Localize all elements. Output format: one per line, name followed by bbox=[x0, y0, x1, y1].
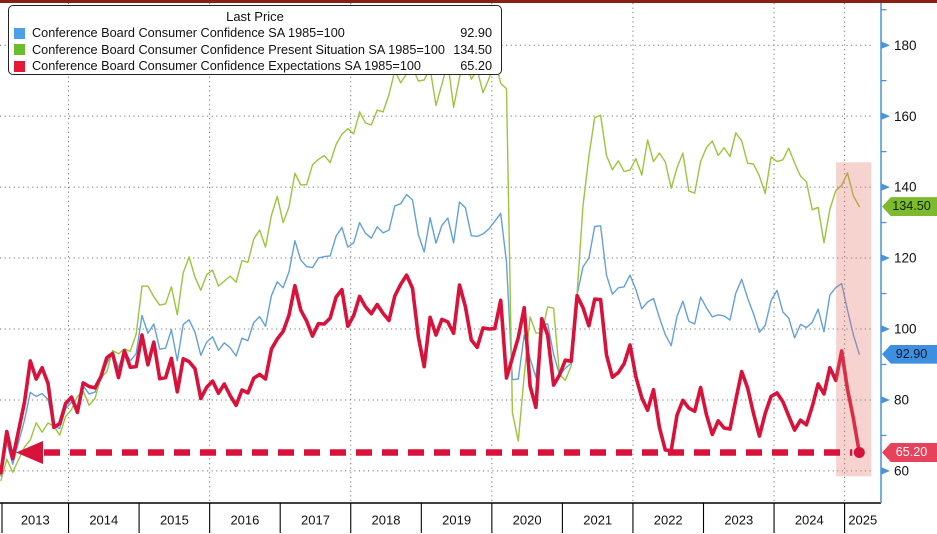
x-axis-year-label: 2024 bbox=[795, 513, 824, 528]
y-tick-arrow-icon bbox=[881, 112, 890, 120]
legend-item-label: Conference Board Consumer Confidence SA … bbox=[32, 26, 345, 41]
last-point-dot bbox=[853, 446, 865, 458]
legend-item-label: Conference Board Consumer Confidence Pre… bbox=[32, 42, 445, 57]
x-axis-year-label: 2019 bbox=[442, 513, 471, 528]
x-axis-year-label: 2016 bbox=[230, 513, 259, 528]
top-border-bar bbox=[0, 0, 937, 3]
green-series-swatch-icon bbox=[14, 44, 25, 56]
legend-item-value: 65.20 bbox=[460, 59, 492, 74]
x-axis-year-label: 2018 bbox=[372, 513, 401, 528]
x-axis-year-label: 2025 bbox=[848, 513, 877, 528]
x-axis-year-label: 2023 bbox=[724, 513, 753, 528]
last-price-badge: 92.90 bbox=[882, 344, 937, 364]
last-price-badge: 65.20 bbox=[882, 442, 937, 462]
legend-item-label: Conference Board Consumer Confidence Exp… bbox=[32, 59, 421, 74]
x-axis-year-label: 2017 bbox=[301, 513, 330, 528]
x-axis-year-label: 2020 bbox=[513, 513, 542, 528]
legend: Last Price Conference Board Consumer Con… bbox=[8, 5, 502, 75]
y-tick-arrow-icon bbox=[881, 467, 890, 475]
y-tick-arrow-icon bbox=[881, 325, 890, 333]
y-tick-arrow-icon bbox=[881, 254, 890, 262]
y-axis-tick-label: 140 bbox=[894, 180, 917, 195]
legend-item: Conference Board Consumer Confidence Pre… bbox=[9, 42, 501, 59]
y-axis-tick-label: 60 bbox=[894, 464, 909, 479]
last-price-badge: 134.50 bbox=[882, 197, 937, 217]
x-axis-year-label: 2013 bbox=[21, 513, 50, 528]
legend-item-value: 92.90 bbox=[460, 26, 492, 41]
x-axis-year-label: 2022 bbox=[654, 513, 683, 528]
legend-item: Conference Board Consumer Confidence Exp… bbox=[9, 58, 501, 75]
legend-item: Conference Board Consumer Confidence SA … bbox=[9, 25, 501, 42]
series-line bbox=[0, 193, 860, 477]
x-axis-year-label: 2021 bbox=[583, 513, 612, 528]
y-axis-tick-label: 80 bbox=[894, 393, 909, 408]
y-axis-tick-label: 100 bbox=[894, 322, 917, 337]
y-axis-tick-label: 120 bbox=[894, 251, 917, 266]
red-series-swatch-icon bbox=[14, 60, 25, 72]
legend-title: Last Price bbox=[226, 9, 284, 24]
recent-plunge-highlight-band bbox=[836, 162, 872, 477]
x-axis-year-label: 2014 bbox=[89, 513, 118, 528]
y-axis-tick-label: 180 bbox=[894, 38, 917, 53]
x-axis-year-label: 2015 bbox=[160, 513, 189, 528]
blue-series-swatch-icon bbox=[14, 27, 25, 39]
series-line bbox=[0, 273, 862, 475]
y-tick-arrow-icon bbox=[881, 396, 890, 404]
legend-item-value: 134.50 bbox=[453, 42, 492, 57]
left-arrowhead-icon bbox=[16, 440, 43, 464]
y-tick-arrow-icon bbox=[881, 183, 890, 191]
y-axis-tick-label: 160 bbox=[894, 109, 917, 124]
y-tick-arrow-icon bbox=[881, 41, 890, 49]
